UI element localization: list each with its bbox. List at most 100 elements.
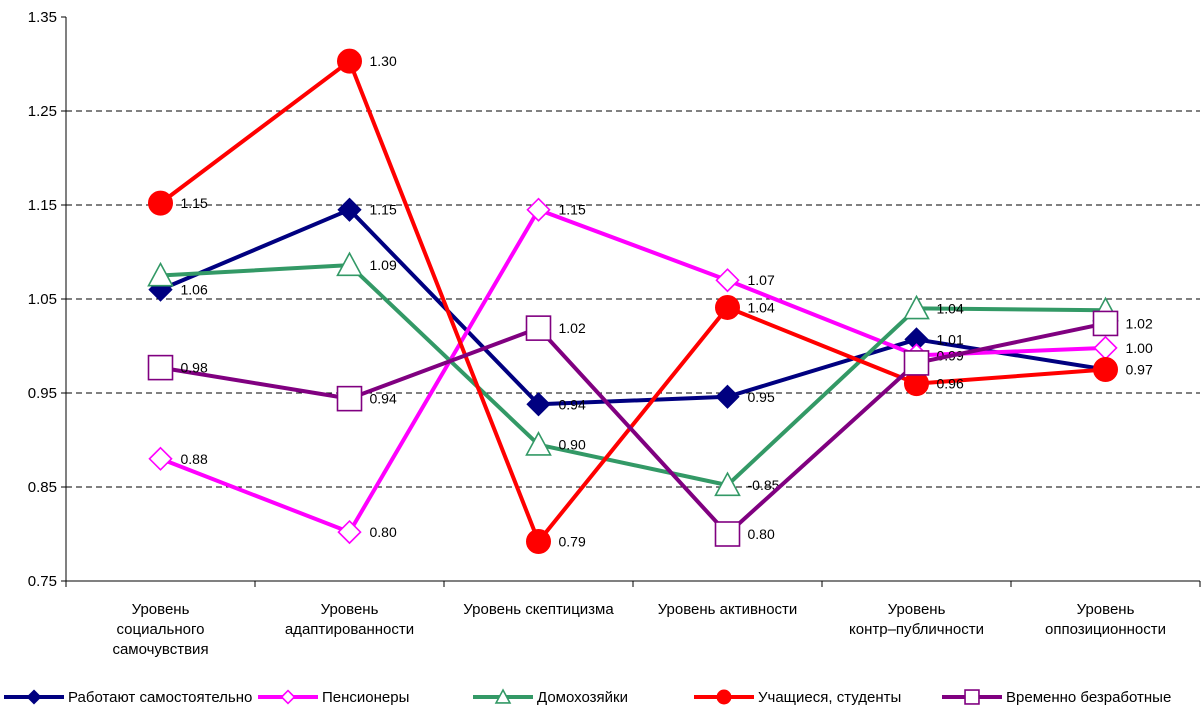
y-tick-label: 1.25: [28, 103, 57, 120]
data-point: [1093, 335, 1118, 361]
data-label: 1.07: [748, 272, 775, 288]
x-tick-label: Уровень адаптированности: [285, 601, 414, 638]
data-point: [964, 689, 980, 705]
data-point: [26, 689, 42, 705]
data-point: [526, 392, 551, 417]
series-line: [159, 207, 1106, 535]
series-line: [159, 207, 1106, 407]
data-label: 1.30: [370, 53, 397, 69]
data-point: [1092, 310, 1119, 337]
data-label: 0.80: [748, 526, 775, 542]
data-label: 0.94: [559, 396, 586, 412]
data-label: 1.01: [937, 331, 964, 347]
x-tick-label: Уровень активности: [658, 601, 798, 618]
data-label: 1.04: [937, 300, 964, 316]
data-label: 1.06: [181, 282, 208, 298]
data-point: [148, 446, 173, 471]
data-point: [1093, 357, 1118, 382]
data-label: 0.94: [370, 391, 397, 407]
data-label: 1.00: [1126, 340, 1153, 356]
data-point: [715, 294, 740, 320]
x-tick-label: Уровень контр–публичности: [849, 601, 984, 638]
y-tick-label: 1.05: [28, 291, 57, 308]
data-point: [337, 197, 362, 222]
data-point: [903, 350, 930, 376]
data-label: 1.02: [1126, 315, 1153, 331]
legend: Работают самостоятельно Пенсионеры Домохоз…: [4, 688, 1171, 706]
legend-item: Временно безработные: [942, 689, 1171, 706]
data-point: [903, 294, 930, 320]
series-line: [159, 59, 1106, 544]
legend-item: Учащиеся, студенты: [694, 689, 901, 706]
data-point: [148, 190, 173, 216]
data-point: [337, 519, 362, 545]
x-tick-label-line: самочувствия: [112, 641, 208, 658]
series-line: [160, 263, 1106, 488]
data-label: 1.15: [559, 202, 586, 218]
series-1: 1.06 1.15 0.94 0.95 1.01 0.97: [148, 197, 1153, 417]
data-point: [714, 471, 741, 497]
data-label: 0.90: [559, 437, 586, 453]
legend-label: Учащиеся, студенты: [758, 689, 901, 706]
legend-item: Работают самостоятельно: [4, 689, 252, 706]
data-label: 0.79: [559, 534, 586, 550]
x-tick-label-line: социального: [116, 621, 204, 638]
series-line: [160, 321, 1106, 536]
x-tick-label-line: контр–публичности: [849, 621, 984, 638]
y-tick-label: 0.95: [28, 385, 57, 402]
legend-item: Домохозяйки: [473, 688, 628, 706]
data-point: [715, 268, 740, 293]
data-point: [526, 529, 551, 555]
data-label: 1.02: [559, 320, 586, 336]
data-label: 1.15: [181, 195, 208, 211]
data-point: [715, 384, 740, 409]
x-tick-label-line: оппозиционности: [1045, 621, 1166, 638]
data-label: -0.85: [748, 477, 780, 493]
series-2: 0.880.801.151.070.99 1.00: [148, 197, 1153, 545]
x-tick-label-line: адаптированности: [285, 621, 414, 638]
series-3: 1.09 0.90 -0.85 1.04: [147, 251, 1119, 497]
data-point: [494, 688, 512, 704]
data-label: 0.95: [748, 389, 775, 405]
data-point: [525, 431, 552, 456]
data-label: 1.04: [748, 299, 775, 315]
x-tick-label-line: Уровень активности: [658, 601, 798, 618]
y-tick-label: 1.15: [28, 197, 57, 214]
data-point: [336, 385, 363, 412]
x-tick-label: Уровень скептицизма: [463, 601, 614, 618]
legend-label: Временно безработные: [1006, 689, 1171, 706]
series-5: 0.98 0.94 1.02 0.80 1.02: [147, 310, 1153, 547]
x-tick-label-line: Уровень скептицизма: [463, 601, 614, 618]
data-label: 0.97: [1126, 362, 1153, 378]
data-point: [147, 354, 174, 381]
legend-label: Пенсионеры: [322, 689, 409, 706]
data-label: 0.80: [370, 524, 397, 540]
data-point: [280, 689, 296, 705]
data-point: [716, 689, 732, 705]
gridlines: 0.75 0.85 0.95 1.05 1.15 1.25 1.35: [28, 9, 1200, 590]
y-tick-label: 0.85: [28, 479, 57, 496]
data-point: [526, 197, 551, 222]
data-point: [714, 521, 741, 547]
data-label: 0.88: [181, 451, 208, 467]
data-point: [336, 251, 363, 277]
x-tick-label-line: Уровень: [1077, 601, 1135, 618]
legend-label: Работают самостоятельно: [68, 689, 252, 706]
data-point: [147, 261, 174, 287]
data-point: [525, 315, 552, 341]
data-label: 1.09: [370, 257, 397, 273]
legend-item: Пенсионеры: [258, 689, 409, 706]
y-tick-label: 1.35: [28, 9, 57, 26]
series-4: 1.15 1.30 0.79 1.04 0.96: [148, 48, 1118, 555]
x-axis-labels: Уровень социального самочувствия Уровень ада…: [65, 581, 1201, 658]
data-point: [337, 48, 362, 74]
x-tick-label: Уровень оппозиционности: [1045, 601, 1166, 638]
y-tick-label: 0.75: [28, 573, 57, 590]
legend-label: Домохозяйки: [537, 689, 628, 706]
data-label: 0.96: [937, 376, 964, 392]
data-label: 0.98: [181, 360, 208, 376]
x-tick-label-line: Уровень: [888, 601, 946, 618]
x-tick-label-line: Уровень: [132, 601, 190, 618]
